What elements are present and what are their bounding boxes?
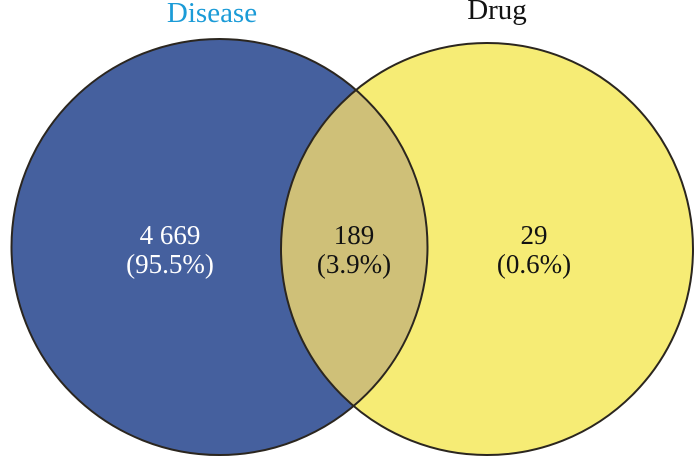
overlap-count-value: 189 xyxy=(333,220,375,250)
disease-count-percent: (95.5%) xyxy=(126,249,214,279)
disease-count-value: 4 669 xyxy=(139,220,201,250)
disease-set-label: Disease xyxy=(166,0,258,29)
disease-count: 4 669 (95.5%) xyxy=(126,221,214,279)
overlap-count: 189 (3.9%) xyxy=(317,221,391,279)
overlap-region xyxy=(281,43,428,455)
drug-count: 29 (0.6%) xyxy=(497,221,571,279)
drug-circle-outline xyxy=(280,42,694,456)
drug-count-value: 29 xyxy=(520,220,548,250)
drug-set-label: Drug xyxy=(467,0,527,26)
overlap-count-percent: (3.9%) xyxy=(316,249,392,279)
disease-circle-outline xyxy=(10,38,429,456)
drug-count-percent: (0.6%) xyxy=(496,249,572,279)
